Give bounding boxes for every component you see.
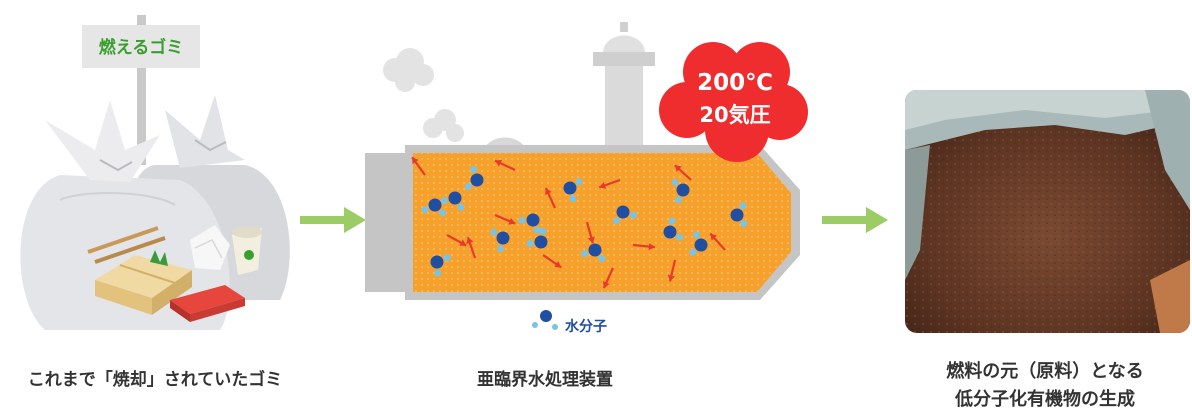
- water-molecule: [671, 178, 690, 204]
- chopsticks: [87, 226, 166, 264]
- water-molecule: [581, 243, 606, 263]
- water-molecule: [518, 213, 541, 234]
- crumpled-paper: [190, 225, 230, 270]
- flow-arrow-2: [822, 207, 888, 233]
- red-package: [170, 285, 245, 322]
- water-molecule: [730, 202, 748, 228]
- water-molecule: [464, 166, 484, 191]
- output-caption: 燃料の元（原料）となる 低分子化有機物の生成: [900, 358, 1190, 414]
- motion-arrow: [411, 156, 426, 176]
- reactor-illustration: 200℃ 20気圧 水分子: [365, 22, 808, 335]
- temperature-badge: 200℃ 20気圧: [659, 42, 808, 162]
- garbage-illustration: 燃えるゴミ: [20, 15, 290, 330]
- water-molecule: [430, 254, 451, 277]
- garbage-caption: これまで「焼却」されていたゴミ: [27, 370, 283, 390]
- motion-arrow: [494, 159, 516, 171]
- motion-arrow: [494, 213, 516, 225]
- temperature-label: 200℃: [697, 70, 773, 96]
- bento-box: [95, 250, 192, 315]
- water-molecule-legend: 水分子: [532, 310, 607, 335]
- pressure-label: 20気圧: [699, 103, 770, 127]
- flow-arrow-1: [300, 207, 366, 233]
- water-molecule: [563, 178, 583, 203]
- motion-arrow: [542, 254, 562, 269]
- sign-pole: [137, 15, 146, 165]
- motion-arrow: [667, 259, 677, 282]
- product-photo: [905, 90, 1190, 333]
- motion-arrow: [602, 267, 615, 289]
- sign-board: [82, 25, 200, 68]
- reactor-caption: 亜臨界水処理装置: [477, 370, 613, 390]
- motion-arrow: [709, 232, 726, 251]
- water-molecule: [421, 198, 447, 217]
- motion-arrow: [466, 236, 477, 259]
- motion-arrow: [598, 178, 621, 189]
- motion-arrow: [446, 234, 467, 247]
- motion-arrow: [544, 187, 557, 209]
- water-molecule: [663, 217, 684, 241]
- motion-arrow: [585, 221, 595, 244]
- water-molecules: [411, 156, 748, 289]
- water-molecule-legend-label: 水分子: [565, 318, 607, 335]
- water-molecule: [490, 228, 510, 253]
- soil-photo: [905, 90, 1190, 333]
- steam-clouds: [383, 48, 464, 142]
- water-molecule: [689, 231, 708, 256]
- water-molecule: [440, 191, 465, 211]
- water-molecule: [613, 205, 638, 225]
- sign-label: 燃えるゴミ: [99, 37, 184, 58]
- motion-arrow: [632, 242, 655, 251]
- reactor-chimney: [593, 22, 655, 160]
- paper-cup: [232, 226, 262, 275]
- water-molecule: [526, 227, 548, 249]
- output-caption-line-1: 燃料の元（原料）となる: [946, 361, 1144, 382]
- output-caption-line-2: 低分子化有機物の生成: [955, 389, 1135, 410]
- motion-arrow: [674, 164, 692, 181]
